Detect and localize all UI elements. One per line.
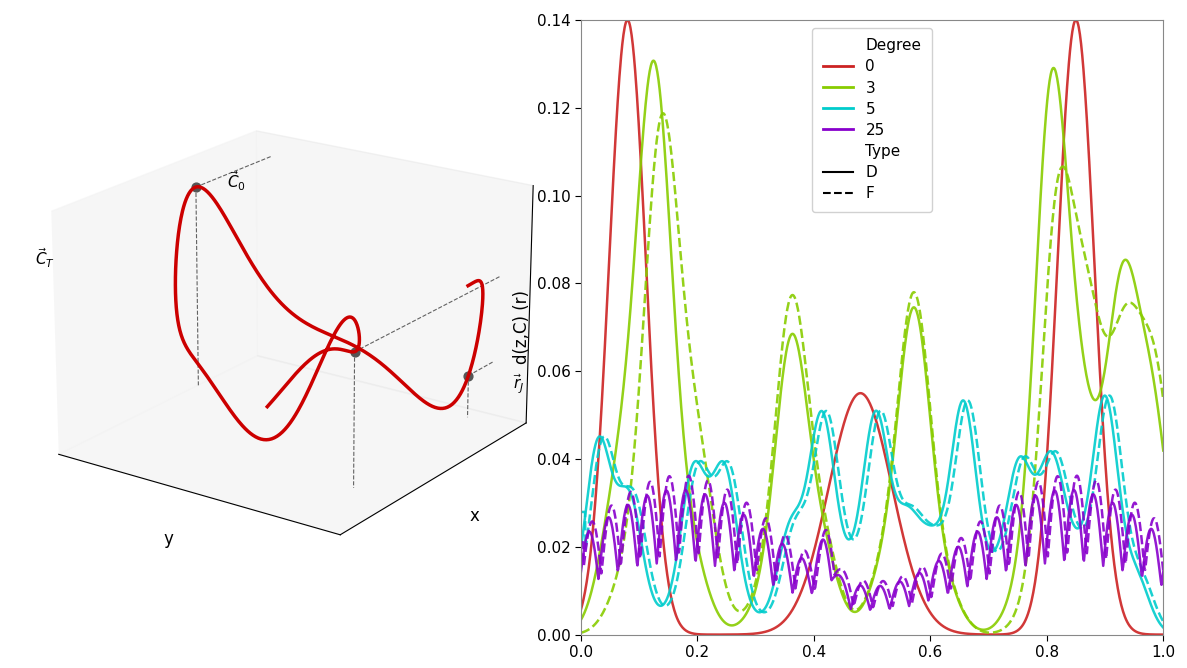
Legend: Degree, 0, 3, 5, 25, Type, D, F: Degree, 0, 3, 5, 25, Type, D, F <box>812 27 932 212</box>
Y-axis label: d(z,C) (r): d(z,C) (r) <box>513 291 531 364</box>
X-axis label: τ: τ <box>867 665 877 668</box>
Y-axis label: x: x <box>469 508 478 526</box>
X-axis label: y: y <box>164 530 173 548</box>
